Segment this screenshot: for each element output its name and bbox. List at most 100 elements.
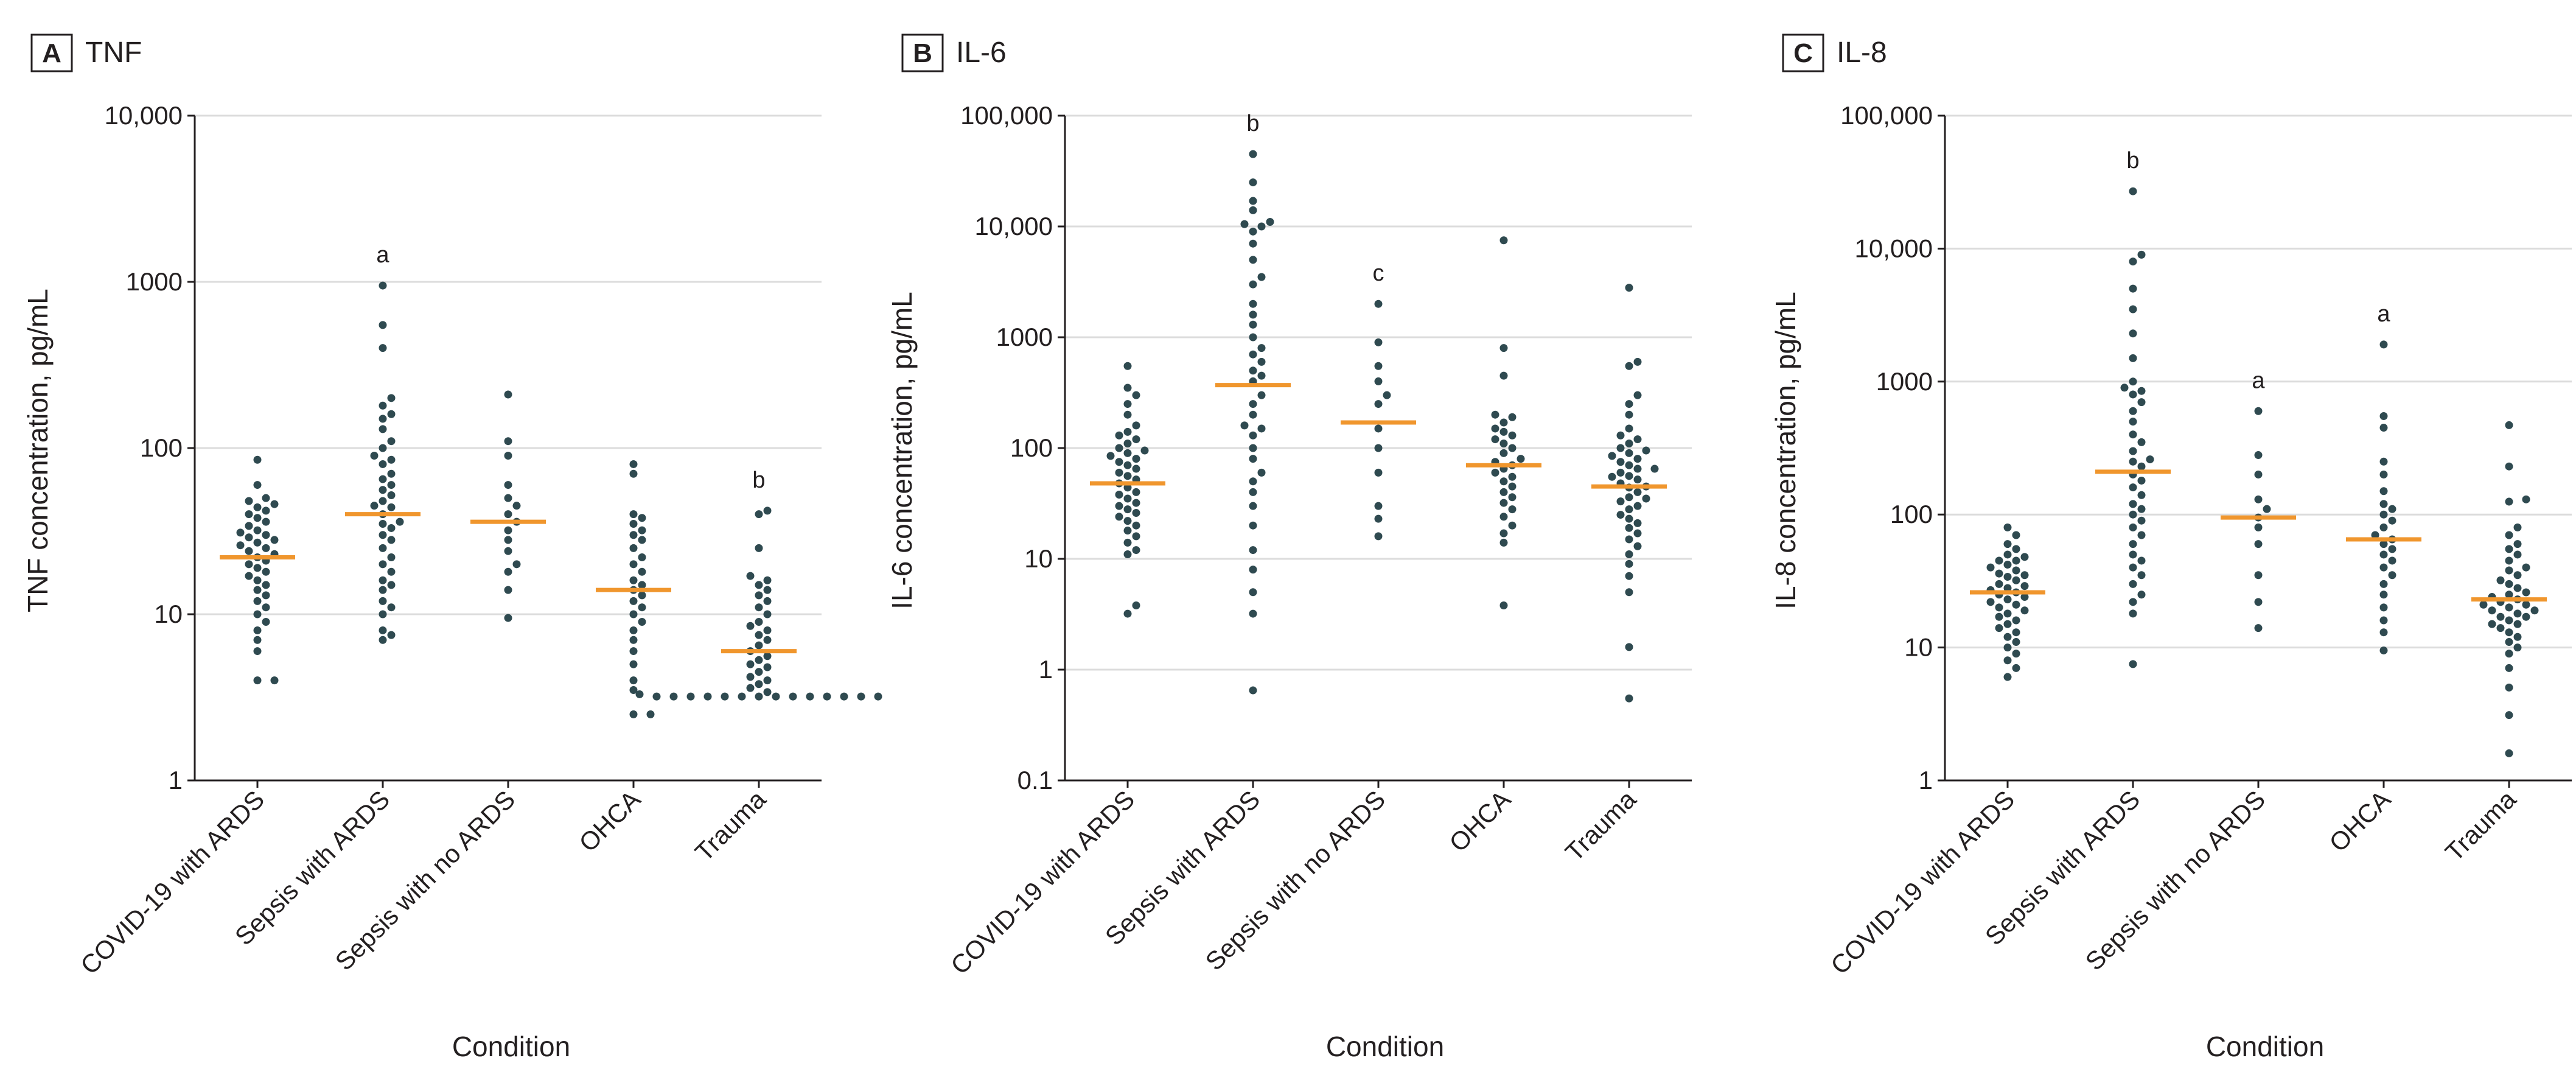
data-point [2254, 451, 2263, 460]
y-tick-label: 10,000 [975, 212, 1053, 240]
data-point [1249, 431, 1257, 440]
data-point [1249, 320, 1257, 329]
data-point [2012, 664, 2020, 672]
data-point [1132, 391, 1140, 399]
significance-label: b [2126, 148, 2139, 173]
data-point [2505, 531, 2513, 539]
data-point [2388, 556, 2396, 565]
data-point [253, 514, 262, 522]
data-point [1240, 220, 1249, 228]
data-point [2522, 563, 2530, 572]
data-point [1132, 488, 1140, 496]
data-point [2129, 430, 2137, 439]
data-point [2254, 407, 2263, 415]
y-axis-label: TNF concentration, pg/mL [22, 289, 54, 612]
data-point [504, 451, 512, 460]
data-point [1374, 444, 1383, 452]
data-point [755, 591, 763, 600]
data-point [2129, 483, 2137, 492]
data-point [1115, 458, 1123, 466]
data-point [1132, 464, 1140, 473]
x-axis-label: Condition [1326, 1031, 1444, 1062]
significance-label: b [752, 468, 765, 493]
data-point [1374, 424, 1383, 433]
y-tick-label: 100 [1890, 500, 1933, 528]
data-point [262, 544, 270, 552]
data-point [1257, 344, 1266, 352]
data-point [236, 541, 245, 550]
data-point [2003, 609, 2012, 618]
data-point [1257, 391, 1266, 399]
panel-il6: B IL-6 IL-6 concentration, pg/mL Conditi… [886, 33, 1692, 1062]
data-point [2530, 606, 2539, 615]
x-axis-label: Condition [452, 1031, 570, 1062]
data-point [1123, 427, 1132, 436]
data-point [2496, 612, 2505, 621]
data-point [1383, 391, 1391, 399]
data-point [2003, 633, 2012, 641]
data-point [379, 636, 387, 644]
data-point [763, 626, 772, 634]
panel-il8: C IL-8 IL-8 concentration, pg/mL Conditi… [1770, 33, 2572, 1062]
data-point [2129, 390, 2137, 399]
data-point [245, 547, 253, 555]
data-point [1123, 384, 1132, 392]
data-point [1499, 344, 1508, 352]
data-point [379, 586, 387, 594]
data-point [1625, 514, 1633, 523]
data-point [1115, 468, 1123, 477]
data-point [2003, 573, 2012, 581]
data-point [1249, 546, 1257, 555]
data-point [2137, 476, 2146, 485]
data-point [1625, 461, 1633, 469]
data-point [1249, 477, 1257, 486]
panel-title: TNF [85, 37, 142, 69]
data-point [1625, 449, 1633, 457]
data-point [1249, 488, 1257, 496]
data-point [2012, 531, 2020, 539]
data-point [379, 321, 387, 329]
data-point [1625, 400, 1633, 408]
data-point [1633, 455, 1642, 463]
data-point [245, 533, 253, 542]
data-point [2137, 505, 2146, 513]
data-point [746, 673, 755, 681]
data-point [1517, 455, 1525, 463]
data-point [1132, 601, 1140, 609]
significance-label: b [1246, 111, 1259, 136]
data-point [1499, 418, 1508, 427]
data-point [2129, 510, 2137, 519]
data-point [262, 517, 270, 526]
data-point [1266, 217, 1274, 226]
data-point [1115, 490, 1123, 499]
data-point [1249, 280, 1257, 289]
data-point [379, 610, 387, 619]
data-point [1123, 483, 1132, 492]
data-point [253, 538, 262, 547]
panel-letter: B [913, 38, 932, 68]
data-point [1115, 431, 1123, 440]
data-point [504, 614, 512, 622]
data-point [1499, 538, 1508, 547]
data-point [2488, 606, 2496, 615]
data-point [1508, 431, 1517, 440]
data-point [1249, 521, 1257, 530]
data-point [2254, 598, 2263, 606]
data-point [2379, 500, 2388, 508]
data-point [2379, 457, 2388, 466]
data-point [1249, 333, 1257, 342]
data-point [2003, 550, 2012, 559]
data-point [2003, 620, 2012, 628]
data-point [2129, 598, 2137, 606]
data-point [2129, 457, 2137, 466]
data-point [638, 553, 646, 562]
data-point [2522, 612, 2530, 621]
data-point [629, 636, 638, 644]
data-point [387, 455, 396, 464]
data-point [1123, 609, 1132, 618]
data-point [2522, 600, 2530, 609]
panel-title: IL-6 [956, 37, 1007, 69]
data-point [262, 567, 270, 576]
data-point [1123, 362, 1132, 370]
data-point [262, 603, 270, 612]
